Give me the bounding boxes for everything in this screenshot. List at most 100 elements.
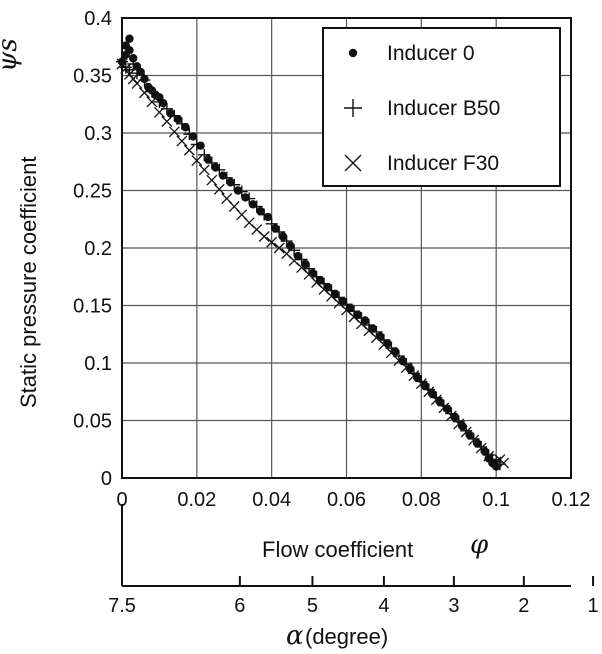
marker-plus: [475, 440, 488, 453]
marker-dot: [413, 373, 422, 383]
x-tick-label: 0: [116, 489, 127, 511]
y-tick-label: 0.4: [84, 8, 112, 30]
marker-plus: [228, 178, 241, 191]
marker-cross: [206, 174, 218, 186]
marker-plus: [467, 432, 480, 445]
legend-label: Inducer F30: [387, 152, 499, 175]
marker-cross: [138, 87, 150, 99]
legend: Inducer 0 Inducer B50 Inducer F30: [322, 27, 561, 187]
marker-plus: [355, 312, 368, 325]
marker-plus: [430, 391, 443, 404]
marker-cross: [344, 154, 362, 172]
marker-cross: [153, 106, 165, 118]
secondary-tick-label: 7.5: [108, 595, 136, 617]
x-tick-labels: 0 0.02 0.04 0.06 0.08 0.1 0.12: [116, 489, 590, 511]
marker-cross: [191, 155, 203, 167]
legend-item: Inducer F30: [344, 152, 499, 175]
x-tick-label: 0.1: [482, 489, 510, 511]
y-axis-label: Static pressure coefficient: [16, 157, 41, 409]
marker-dot: [233, 186, 243, 195]
marker-cross: [266, 236, 278, 248]
marker-plus: [362, 319, 375, 332]
marker-dot: [286, 241, 295, 250]
marker-dot: [331, 289, 340, 299]
marker-plus: [175, 117, 188, 130]
marker-dot: [203, 155, 213, 164]
marker-plus: [344, 99, 362, 117]
secondary-tick-label: 4: [378, 595, 389, 617]
marker-plus: [190, 138, 203, 151]
marker-cross: [273, 242, 285, 254]
marker-cross: [498, 457, 510, 469]
marker-plus: [265, 217, 278, 230]
marker-dot: [256, 207, 265, 216]
marker-plus: [258, 208, 271, 221]
marker-plus: [235, 185, 248, 198]
x-tick-label: 0.08: [402, 489, 441, 511]
secondary-axis-label: (degree): [305, 624, 388, 649]
marker-dot: [346, 303, 355, 312]
marker-plus: [370, 325, 383, 338]
marker-dot: [278, 232, 288, 241]
marker-plus: [168, 109, 181, 122]
marker-cross: [168, 126, 180, 138]
marker-dot: [158, 98, 168, 108]
marker-plus: [310, 270, 323, 283]
marker-cross: [198, 164, 210, 176]
secondary-tick-label: 3: [448, 595, 459, 617]
x-tick-label: 0.02: [177, 489, 216, 511]
x-axis-label: Flow coefficient: [262, 537, 413, 562]
secondary-tick-label: 5: [307, 595, 318, 617]
marker-plus: [280, 235, 293, 248]
marker-dot: [181, 123, 190, 132]
marker-plus: [213, 163, 226, 176]
y-tick-label: 0.15: [73, 296, 112, 318]
marker-plus: [127, 58, 140, 70]
y-tick-label: 0.1: [84, 353, 112, 375]
marker-dot: [428, 389, 437, 399]
secondary-axis: 7.5 6 5 4 3 2 1: [108, 504, 599, 617]
y-tick-label: 0.3: [84, 123, 112, 145]
marker-plus: [250, 200, 263, 213]
y-tick-label: 0.2: [84, 238, 112, 260]
data-markers: [116, 34, 510, 471]
marker-dot: [136, 67, 145, 77]
y-tick-label: 0.05: [73, 411, 112, 433]
marker-plus: [445, 407, 458, 420]
x-tick-label: 0.06: [327, 489, 366, 511]
secondary-tick-label: 1: [588, 595, 599, 617]
y-axis-symbol: ψs: [0, 38, 23, 72]
marker-plus: [407, 367, 420, 380]
marker-dot: [316, 276, 325, 285]
marker-plus: [415, 375, 428, 388]
marker-dot: [173, 115, 183, 124]
marker-dot: [125, 34, 134, 43]
marker-cross: [176, 135, 188, 147]
marker-plus: [153, 95, 166, 108]
marker-dot: [348, 48, 358, 58]
x-tick-label: 0.12: [552, 489, 591, 511]
marker-plus: [243, 192, 256, 205]
marker-plus: [183, 128, 196, 141]
marker-dot: [241, 193, 250, 202]
marker-dot: [125, 46, 134, 55]
y-tick-label: 0.35: [73, 66, 112, 88]
y-tick-label: 0.25: [73, 181, 112, 203]
legend-item: Inducer 0: [348, 42, 475, 65]
marker-cross: [213, 183, 225, 195]
x-tick-label: 0.04: [252, 489, 291, 511]
marker-plus: [205, 156, 218, 169]
marker-plus: [273, 225, 286, 238]
marker-dot: [271, 224, 280, 233]
marker-plus: [130, 67, 143, 80]
marker-plus: [333, 291, 346, 304]
marker-cross: [258, 231, 270, 242]
legend-label: Inducer B50: [387, 97, 500, 120]
marker-dot: [323, 282, 332, 292]
marker-dot: [368, 324, 377, 333]
plot-frame: [121, 17, 572, 479]
marker-plus: [340, 298, 353, 311]
marker-dot: [196, 141, 205, 150]
x-axis-symbol: φ: [470, 530, 489, 560]
